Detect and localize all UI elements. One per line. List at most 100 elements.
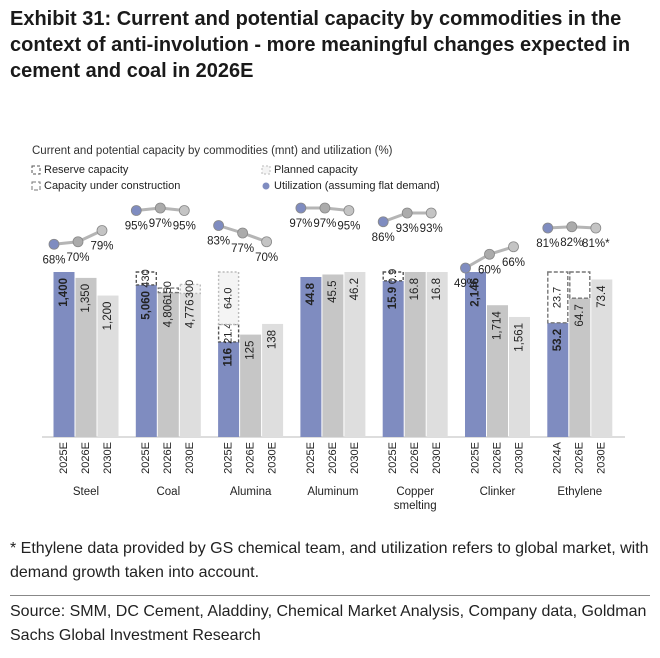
utilization-label: 95% (173, 221, 196, 233)
period-label: 2025E (140, 442, 152, 474)
capacity-bar (135, 284, 157, 437)
addition-bar (547, 271, 569, 324)
utilization-label: 97% (289, 218, 312, 230)
legend-label: Planned capacity (274, 164, 358, 176)
period-label: 2025E (58, 442, 70, 474)
period-label: 2026E (491, 442, 503, 474)
addition-label: 64.0 (223, 288, 235, 309)
period-label: 2026E (574, 442, 586, 474)
utilization-label: 81% (536, 238, 559, 250)
period-label: 2030E (513, 442, 525, 474)
addition-bar (179, 283, 202, 295)
capacity-label: 15.9 (387, 287, 399, 309)
capacity-bar (240, 334, 262, 437)
utilization-dot (213, 220, 225, 231)
capacity-bar (322, 274, 344, 437)
chart-subtitle: Current and potential capacity by commod… (32, 145, 393, 157)
capacity-label: 1,200 (102, 302, 114, 331)
addition-bar (382, 271, 404, 282)
period-label: 2024A (552, 441, 564, 473)
utilization-label: 77% (231, 243, 254, 255)
capacity-bar (97, 295, 119, 437)
category-label: Alumina (229, 486, 272, 498)
utilization-label: 95% (337, 221, 360, 233)
legend-label: Capacity under construction (44, 180, 180, 192)
addition-bar (217, 271, 240, 326)
capacity-bar (179, 293, 201, 437)
addition-label: 0.9 (387, 269, 399, 284)
capacity-bar (509, 316, 530, 437)
capacity-bar (262, 323, 284, 437)
period-label: 2026E (409, 442, 421, 474)
capacity-label: 116 (223, 348, 235, 367)
capacity-bar (300, 277, 322, 437)
period-label: 2025E (223, 442, 235, 474)
category-label: Clinker (479, 486, 516, 498)
capacity-bar (547, 322, 569, 437)
utilization-dot (566, 221, 578, 233)
capacity-label: 1,350 (80, 284, 92, 313)
utilization-label: 68% (42, 254, 65, 266)
chart: Reserve capacity Planned capacity Capacity… (31, 164, 625, 474)
capacity-label: 53.2 (552, 329, 564, 351)
utilization-dot (590, 222, 602, 234)
utilization-dot (48, 238, 60, 250)
capacity-label: 46.2 (349, 278, 361, 300)
capacity-bar (465, 272, 486, 437)
utilization-dot (130, 205, 142, 216)
utilization-dot (343, 205, 355, 216)
capacity-bar (75, 277, 97, 437)
legend-label: Reserve capacity (44, 164, 129, 176)
legend-swatch (261, 165, 271, 175)
period-label: 2030E (267, 442, 279, 474)
utilization-label: 83% (207, 236, 230, 248)
utilization-label: 93% (396, 223, 419, 235)
category-label: Steel (72, 486, 100, 498)
period-label: 2025E (387, 442, 399, 474)
capacity-label: 73.4 (596, 285, 608, 308)
capacity-label: 16.8 (431, 278, 443, 300)
addition-label: 23.7 (552, 287, 564, 308)
period-label: 2030E (102, 442, 114, 474)
capacity-label: 4,776 (184, 299, 196, 328)
utilization-dot (295, 202, 307, 214)
addition-label: 150 (162, 281, 174, 299)
utilization-label: 86% (372, 232, 395, 244)
capacity-label: 2,146 (470, 278, 482, 307)
legend-swatch (31, 165, 41, 175)
period-label: 2026E (327, 442, 339, 474)
utilization-dot (484, 248, 495, 260)
capacity-label: 1,561 (514, 323, 526, 352)
utilization-dot (460, 262, 471, 274)
capacity-bar (487, 305, 508, 437)
period-label: 2030E (596, 442, 608, 474)
capacity-bar (218, 341, 240, 437)
capacity-bar (382, 280, 404, 437)
addition-bar (569, 271, 591, 299)
category-label: Aluminum (307, 486, 359, 498)
period-label: 2026E (80, 442, 92, 474)
capacity-bar (569, 298, 591, 437)
utilization-label: 70% (255, 252, 278, 264)
capacity-bar (157, 292, 179, 437)
footnote: * Ethylene data provided by GS chemical … (10, 540, 649, 581)
legend-swatch (31, 181, 41, 191)
utilization-label: 95% (125, 221, 148, 233)
utilization-dot (72, 236, 84, 248)
period-label: 2026E (245, 442, 257, 474)
capacity-bar (426, 272, 448, 437)
utilization-label: 70% (66, 252, 89, 264)
legend-label: Utilization (assuming flat demand) (274, 180, 440, 192)
addition-label: 430 (140, 269, 152, 287)
utilization-dot (237, 227, 249, 239)
utilization-dot (401, 207, 413, 219)
category-label: Copper smelting (393, 486, 437, 512)
utilization-label: 60% (478, 264, 501, 276)
period-label: 2025E (469, 442, 481, 474)
utilization-label: 97% (313, 218, 336, 230)
category-label: Coal (156, 486, 181, 498)
period-label: 2026E (162, 442, 174, 474)
utilization-label: 79% (90, 241, 113, 253)
divider (10, 595, 650, 596)
